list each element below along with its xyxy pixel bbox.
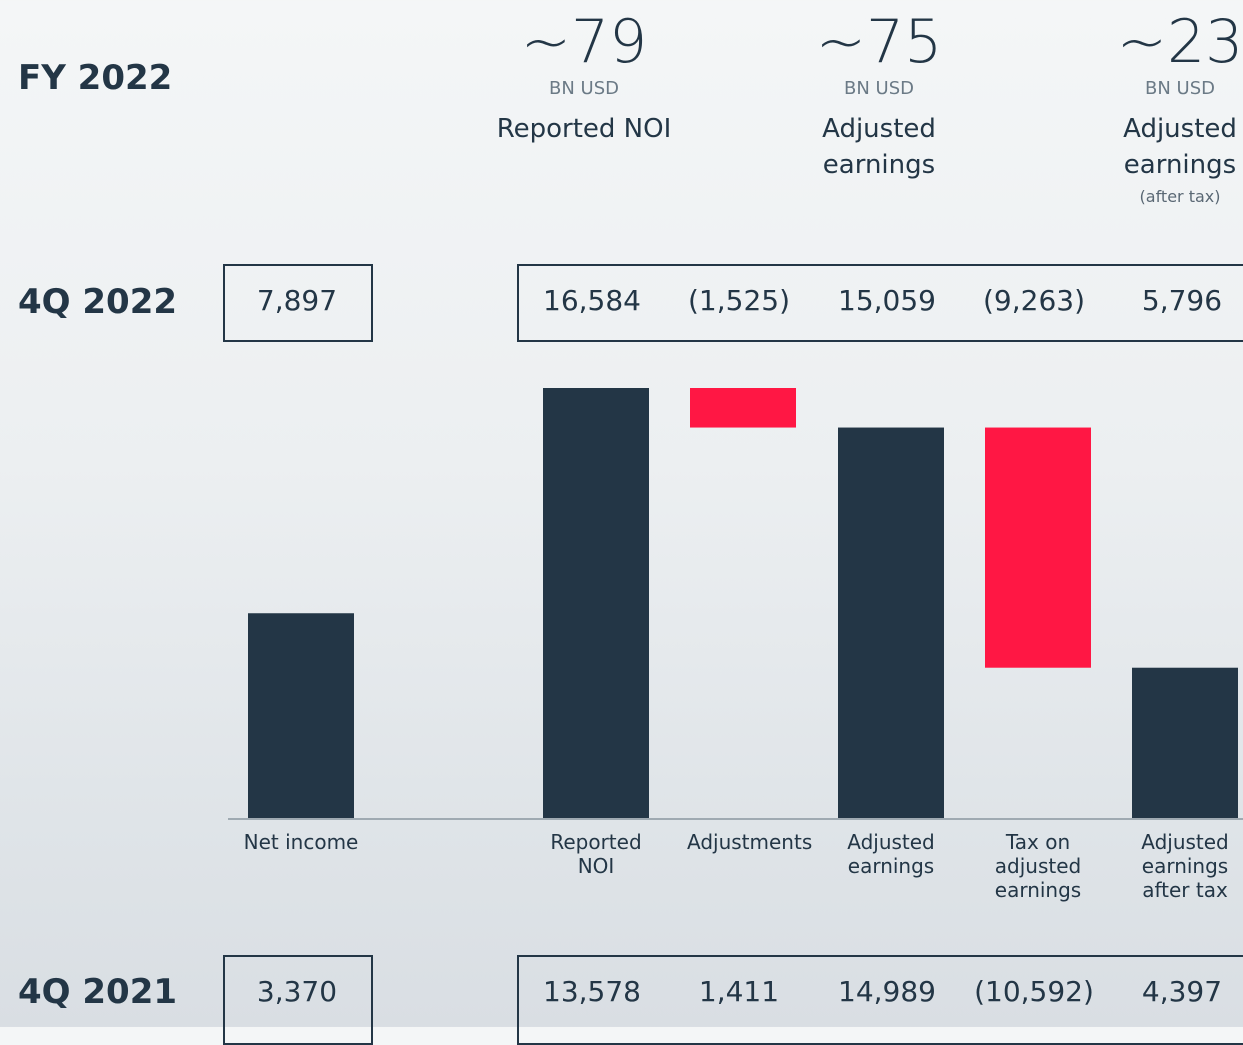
bar (985, 427, 1091, 668)
category-label: Reported NOI (550, 830, 642, 878)
comparison-label: (10,592) (974, 975, 1094, 1008)
fy-amount: ~79 (520, 7, 648, 77)
category-label: Tax on adjusted earnings (994, 830, 1082, 902)
category-label: Adjusted earnings after tax (1141, 830, 1229, 902)
comparison-label: 3,370 (256, 975, 338, 1008)
fy-amount: ~75 (815, 7, 943, 77)
fy-name: Adjusted earnings (1123, 114, 1237, 180)
fy-name: Reported NOI (496, 114, 672, 144)
fy-name: Adjusted earnings (822, 114, 936, 180)
value-label: 16,584 (543, 284, 641, 317)
category-label: Adjusted earnings (847, 830, 935, 878)
fy-unit: BN USD (844, 78, 914, 99)
fy-unit: BN USD (1145, 78, 1215, 99)
comparison-label: 4,397 (1141, 975, 1223, 1008)
fy-title: FY 2022 (18, 58, 173, 98)
category-label: Adjustments (687, 830, 813, 854)
bar (838, 427, 944, 818)
fy-unit: BN USD (549, 78, 619, 99)
value-label: 5,796 (1141, 284, 1223, 317)
comparison-label: 13,578 (543, 975, 641, 1008)
bar (1132, 667, 1238, 818)
category-label: Net income (243, 830, 359, 854)
period-label: 4Q 2022 (18, 282, 178, 322)
value-label: (1,525) (687, 284, 790, 317)
comparison-period-label: 4Q 2021 (18, 972, 178, 1012)
value-box (517, 264, 1243, 342)
value-box (223, 264, 373, 342)
fy-amount: ~23 (1116, 7, 1243, 77)
comparison-label: 1,411 (698, 975, 780, 1008)
value-label: 15,059 (838, 284, 936, 317)
fy-item: ~23 BN USD Adjusted earnings (after tax) (1060, 10, 1243, 206)
bar (690, 388, 796, 428)
fy-note: (after tax) (1139, 187, 1221, 206)
bar (248, 613, 354, 818)
comparison-label: 14,989 (838, 975, 936, 1008)
bar (543, 388, 649, 818)
value-label: 7,897 (256, 284, 338, 317)
fy-item: ~79 BN USD Reported NOI (464, 10, 704, 147)
fy-item: ~75 BN USD Adjusted earnings (759, 10, 999, 183)
value-label: (9,263) (982, 284, 1085, 317)
